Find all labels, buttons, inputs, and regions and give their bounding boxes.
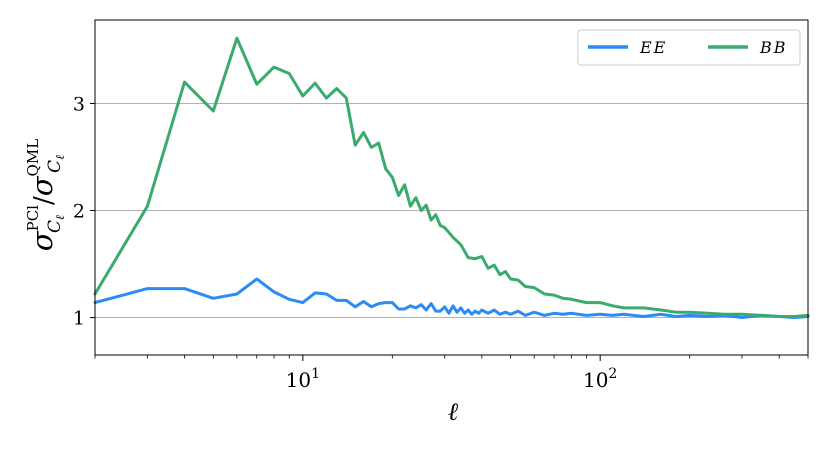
- y-label-sup1: PCl: [24, 205, 42, 232]
- legend-box: [577, 29, 801, 66]
- legend: EE BB: [577, 29, 801, 66]
- plot-frame: [94, 19, 809, 356]
- y-label-sub1: C: [45, 220, 65, 233]
- legend-label-ee: EE: [639, 38, 667, 57]
- x-tick-label: 101: [286, 366, 320, 392]
- y-label-sub1-ell: ℓ: [53, 215, 67, 220]
- axis-ticks: 1 2 3 101 102: [73, 93, 809, 392]
- legend-label-bb: BB: [759, 38, 788, 57]
- y-label-sub2: C: [45, 160, 65, 173]
- gridlines: [95, 102, 808, 319]
- x-axis-label: ℓ: [448, 397, 459, 426]
- series-line-ee: [93, 277, 810, 319]
- y-label-slash: /: [29, 196, 59, 205]
- y-tick-label: 1: [73, 308, 85, 330]
- y-label-sup2: QML: [24, 139, 42, 177]
- y-tick-label: 3: [73, 93, 85, 115]
- x-tick-label: 102: [583, 366, 617, 392]
- y-label-sub2-ell: ℓ: [53, 155, 67, 160]
- y-label-sigma: σ: [25, 230, 59, 251]
- series-line-bb: [93, 36, 810, 318]
- y-tick-label: 2: [73, 201, 85, 223]
- series-lines: [93, 36, 810, 319]
- y-label-sigma2: σ: [25, 175, 59, 196]
- y-axis-label: σPCl Cℓ/σQML Cℓ: [24, 139, 67, 251]
